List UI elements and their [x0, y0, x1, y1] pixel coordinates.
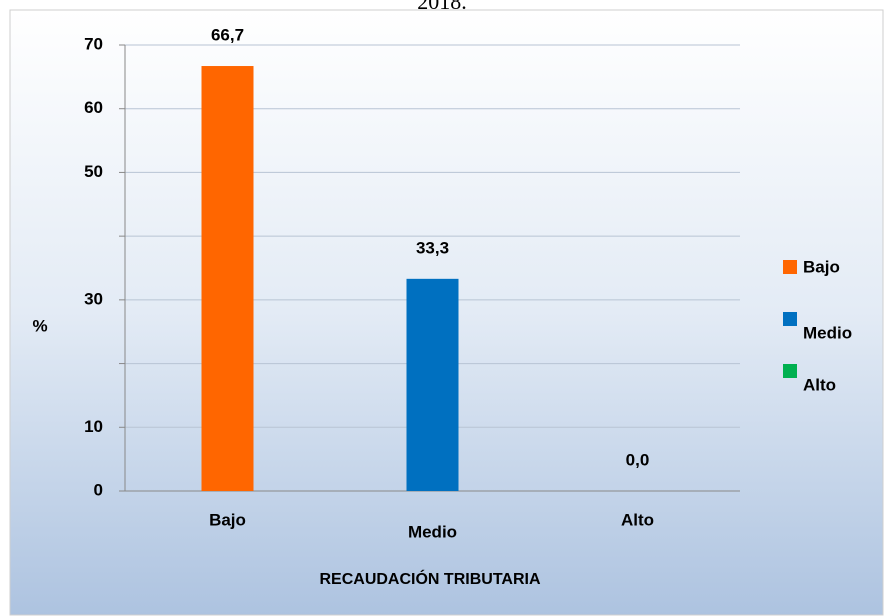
chart-title: 2018. — [417, 0, 467, 14]
bar — [201, 66, 254, 492]
data-label: 66,7 — [211, 26, 244, 45]
legend-label: Alto — [803, 375, 836, 394]
x-tick-label: Medio — [408, 522, 457, 541]
y-tick-label: 0 — [94, 480, 103, 499]
legend-label: Bajo — [803, 257, 840, 276]
y-tick-label: 70 — [84, 34, 103, 53]
x-tick-label: Bajo — [209, 510, 246, 529]
legend-swatch — [783, 260, 797, 274]
bar — [406, 278, 459, 491]
legend-swatch — [783, 364, 797, 378]
y-tick-label: 30 — [84, 289, 103, 308]
y-axis-label: % — [32, 316, 47, 335]
legend-label: Medio — [803, 323, 852, 342]
x-tick-label: Alto — [621, 510, 654, 529]
data-label: 0,0 — [626, 450, 650, 469]
x-axis-label: RECAUDACIÓN TRIBUTARIA — [319, 569, 540, 588]
data-label: 33,3 — [416, 238, 449, 257]
y-tick-label: 50 — [84, 162, 103, 181]
y-tick-label: 60 — [84, 98, 103, 117]
legend-swatch — [783, 312, 797, 326]
y-tick-label: 10 — [84, 417, 103, 436]
